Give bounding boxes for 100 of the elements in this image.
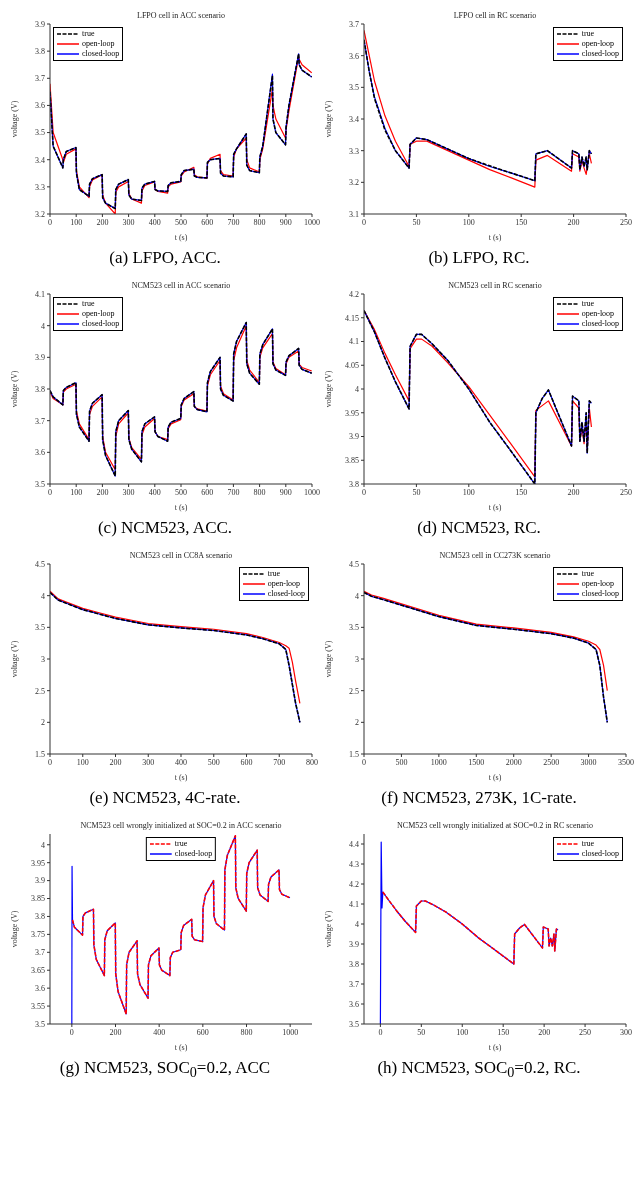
- chart-title: NCM523 cell wrongly initialized at SOC=0.2 in ACC scenario: [79, 821, 283, 830]
- text: (d) NCM523, RC.: [416, 518, 542, 539]
- text: (f) NCM523, 273K, 1C-rate.: [380, 788, 578, 809]
- y-axis-title: voltage (V): [323, 100, 333, 138]
- y-tick-label: 3.9: [35, 353, 45, 363]
- x-tick-label: 200: [538, 1027, 551, 1037]
- x-tick-label: 400: [153, 1027, 166, 1037]
- x-tick-label: 50: [412, 487, 421, 497]
- y-tick-label: 1.5: [349, 749, 359, 759]
- y-axis-title: voltage (V): [9, 100, 19, 138]
- legend-label: closed-loop: [581, 849, 619, 859]
- y-tick-label: 3.8: [349, 959, 359, 969]
- legend-label: true: [581, 839, 595, 849]
- legend-label: open-loop: [581, 579, 615, 589]
- x-tick-label: 1000: [304, 487, 320, 497]
- y-tick-label: 3.4: [349, 114, 359, 124]
- chart-title: LFPO cell in RC scenario: [452, 11, 538, 20]
- y-tick-label: 3.8: [35, 384, 45, 394]
- line-series: [379, 841, 559, 1024]
- y-tick-label: 3.1: [349, 209, 359, 219]
- x-tick-label: 0: [48, 487, 52, 497]
- chart-title: NCM523 cell in RC scenario: [447, 281, 543, 290]
- x-tick-label: 3000: [580, 757, 597, 767]
- y-tick-label: 3.6: [35, 101, 45, 111]
- legend-label: open-loop: [82, 309, 115, 319]
- y-tick-label: 4.05: [345, 361, 359, 371]
- y-axis-title: voltage (V): [323, 370, 333, 408]
- y-tick-label: 3.5: [35, 479, 45, 489]
- x-tick-label: 250: [620, 487, 632, 497]
- y-tick-label: 3.7: [35, 74, 45, 84]
- x-tick-label: 1000: [282, 1027, 299, 1037]
- x-tick-label: 200: [567, 487, 580, 497]
- y-tick-label: 3.9: [35, 19, 45, 29]
- x-tick-label: 500: [207, 757, 220, 767]
- x-tick-label: 700: [273, 757, 286, 767]
- y-axis-title: voltage (V): [9, 910, 19, 948]
- x-axis-title: t (s): [174, 1043, 188, 1052]
- x-axis-title: t (s): [174, 503, 188, 512]
- x-tick-label: 200: [109, 1027, 122, 1037]
- legend-label: open-loop: [82, 39, 115, 49]
- y-tick-label: 3.3: [35, 182, 45, 192]
- x-tick-label: 150: [515, 487, 528, 497]
- y-tick-label: 1.5: [35, 749, 45, 759]
- x-tick-label: 700: [227, 487, 240, 497]
- legend-label: closed-loop: [581, 319, 619, 329]
- x-axis-title: t (s): [488, 1043, 502, 1052]
- x-tick-label: 300: [122, 487, 135, 497]
- y-tick-label: 3.6: [35, 448, 45, 458]
- x-tick-label: 0: [362, 757, 366, 767]
- y-tick-label: 4.5: [35, 559, 45, 569]
- y-tick-label: 3: [41, 654, 45, 664]
- x-axis-title: t (s): [174, 773, 188, 782]
- y-tick-label: 4: [41, 840, 45, 850]
- chart-title: LFPO cell in ACC scenario: [136, 11, 226, 20]
- x-tick-label: 500: [175, 487, 187, 497]
- legend-label: true: [82, 299, 95, 309]
- y-tick-label: 2.5: [35, 686, 45, 696]
- chart-title: NCM523 cell in CC8A scenario: [128, 551, 234, 560]
- x-tick-label: 0: [362, 217, 366, 227]
- y-tick-label: 4.2: [349, 289, 359, 299]
- y-tick-label: 3.85: [31, 894, 45, 904]
- x-tick-label: 100: [70, 217, 83, 227]
- y-tick-label: 4.5: [349, 559, 359, 569]
- legend-label: true: [581, 569, 595, 579]
- x-tick-label: 1000: [304, 217, 320, 227]
- text: (b) LFPO, RC.: [427, 248, 531, 269]
- y-tick-label: 3.9: [349, 939, 359, 949]
- text: (a) LFPO, ACC.: [108, 248, 222, 269]
- y-tick-label: 3.5: [35, 1019, 45, 1029]
- x-tick-label: 200: [109, 757, 122, 767]
- y-tick-label: 3.5: [349, 83, 359, 93]
- legend-label: open-loop: [267, 579, 301, 589]
- y-tick-label: 3.6: [349, 51, 359, 61]
- y-tick-label: 2: [41, 718, 45, 728]
- legend-label: true: [174, 839, 188, 849]
- x-tick-label: 800: [306, 757, 318, 767]
- y-tick-label: 3.3: [349, 146, 359, 156]
- x-tick-label: 50: [412, 217, 421, 227]
- legend-label: open-loop: [581, 39, 615, 49]
- x-tick-label: 1500: [468, 757, 485, 767]
- text: (g) NCM523, SOC$_{0}$=0.2, ACC: [58, 1058, 272, 1083]
- legend-label: closed-loop: [267, 589, 305, 599]
- x-tick-label: 100: [462, 217, 475, 227]
- x-tick-label: 3500: [618, 757, 634, 767]
- y-tick-label: 3.95: [345, 408, 359, 418]
- x-tick-label: 600: [196, 1027, 209, 1037]
- x-tick-label: 900: [279, 487, 292, 497]
- legend-label: closed-loop: [581, 589, 619, 599]
- y-tick-label: 4.1: [349, 899, 359, 909]
- x-tick-label: 200: [96, 217, 109, 227]
- y-tick-label: 3.2: [35, 209, 45, 219]
- x-tick-label: 600: [240, 757, 253, 767]
- y-tick-label: 3.6: [349, 999, 359, 1009]
- y-tick-label: 3.85: [345, 456, 359, 466]
- text: (h) NCM523, SOC$_{0}$=0.2, RC.: [376, 1058, 582, 1083]
- y-tick-label: 3.8: [35, 46, 45, 56]
- x-tick-label: 300: [142, 757, 155, 767]
- x-tick-label: 100: [456, 1027, 469, 1037]
- y-tick-label: 4.2: [349, 879, 359, 889]
- x-tick-label: 150: [497, 1027, 510, 1037]
